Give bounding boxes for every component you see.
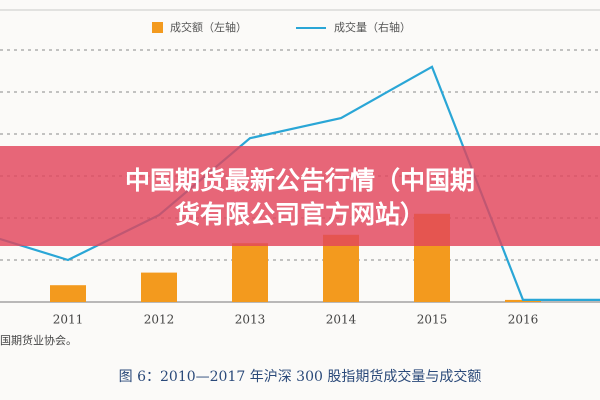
x-tick-label: 2011 bbox=[53, 313, 84, 327]
legend-swatch bbox=[152, 22, 163, 33]
bar bbox=[141, 272, 177, 302]
x-tick-label: 2015 bbox=[417, 313, 448, 327]
x-tick-label: 2012 bbox=[144, 313, 175, 327]
bar bbox=[232, 243, 268, 302]
x-tick-label: 2014 bbox=[326, 313, 357, 327]
banner bbox=[0, 146, 600, 246]
caption: 图 6：2010—2017 年沪深 300 股指期货成交量与成交额 bbox=[119, 368, 482, 385]
x-tick-label: 2013 bbox=[235, 313, 266, 327]
banner-text: 货有限公司官方网站） bbox=[175, 200, 425, 229]
source: 国期货业协会。 bbox=[0, 333, 77, 347]
legend-label: 成交额（左轴） bbox=[170, 20, 247, 34]
bar bbox=[50, 285, 86, 302]
legend-label: 成交量（右轴） bbox=[334, 20, 411, 34]
banner-text: 中国期货最新公告行情（中国期 bbox=[125, 166, 475, 195]
line bbox=[0, 65, 600, 301]
x-tick-label: 2016 bbox=[508, 313, 539, 327]
